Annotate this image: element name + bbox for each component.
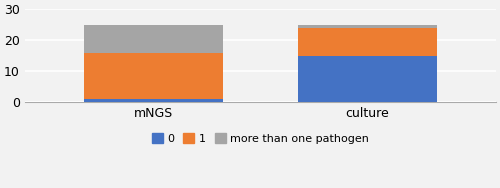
Bar xyxy=(298,56,437,102)
Bar xyxy=(298,28,437,56)
Bar xyxy=(84,99,223,102)
Bar xyxy=(84,53,223,99)
Bar xyxy=(298,25,437,28)
Legend: 0, 1, more than one pathogen: 0, 1, more than one pathogen xyxy=(148,128,374,148)
Bar xyxy=(84,25,223,53)
